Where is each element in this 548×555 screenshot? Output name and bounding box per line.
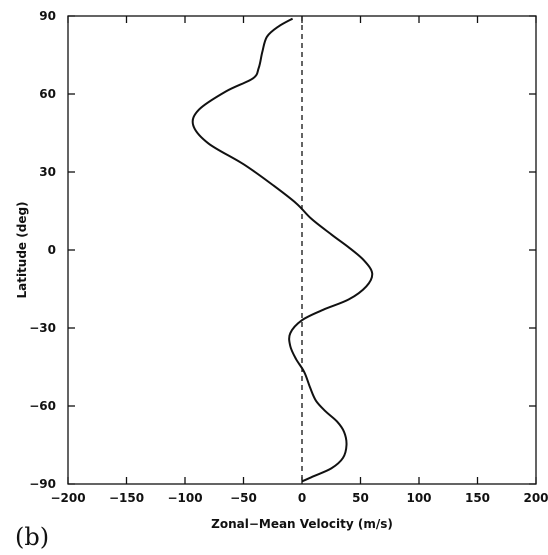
x-tick-label: 200 <box>523 491 548 505</box>
x-tick-label: −100 <box>167 491 202 505</box>
y-tick-label: 60 <box>39 87 56 101</box>
y-tick-label: −30 <box>29 321 56 335</box>
panel-label: (b) <box>15 523 49 551</box>
tick-marks <box>67 15 537 485</box>
x-tick-label: −200 <box>50 491 85 505</box>
x-tick-label: 50 <box>352 491 369 505</box>
x-tick-label: 150 <box>465 491 490 505</box>
y-axis-title: Latitude (deg) <box>15 201 29 298</box>
y-tick-label: 0 <box>48 243 56 257</box>
y-tick-label: 90 <box>39 9 56 23</box>
y-tick-label: −90 <box>29 477 56 491</box>
x-tick-label: −150 <box>109 491 144 505</box>
y-tick-label: 30 <box>39 165 56 179</box>
x-tick-labels: −200 −150 −100 −50 0 50 100 150 200 <box>50 491 548 505</box>
x-tick-label: −50 <box>230 491 257 505</box>
x-tick-label: 0 <box>298 491 306 505</box>
x-tick-label: 100 <box>406 491 431 505</box>
y-tick-labels: −90 −60 −30 0 30 60 90 <box>29 9 56 491</box>
y-tick-label: −60 <box>29 399 56 413</box>
x-axis-title: Zonal−Mean Velocity (m/s) <box>211 517 393 531</box>
velocity-profile-line <box>191 17 374 483</box>
